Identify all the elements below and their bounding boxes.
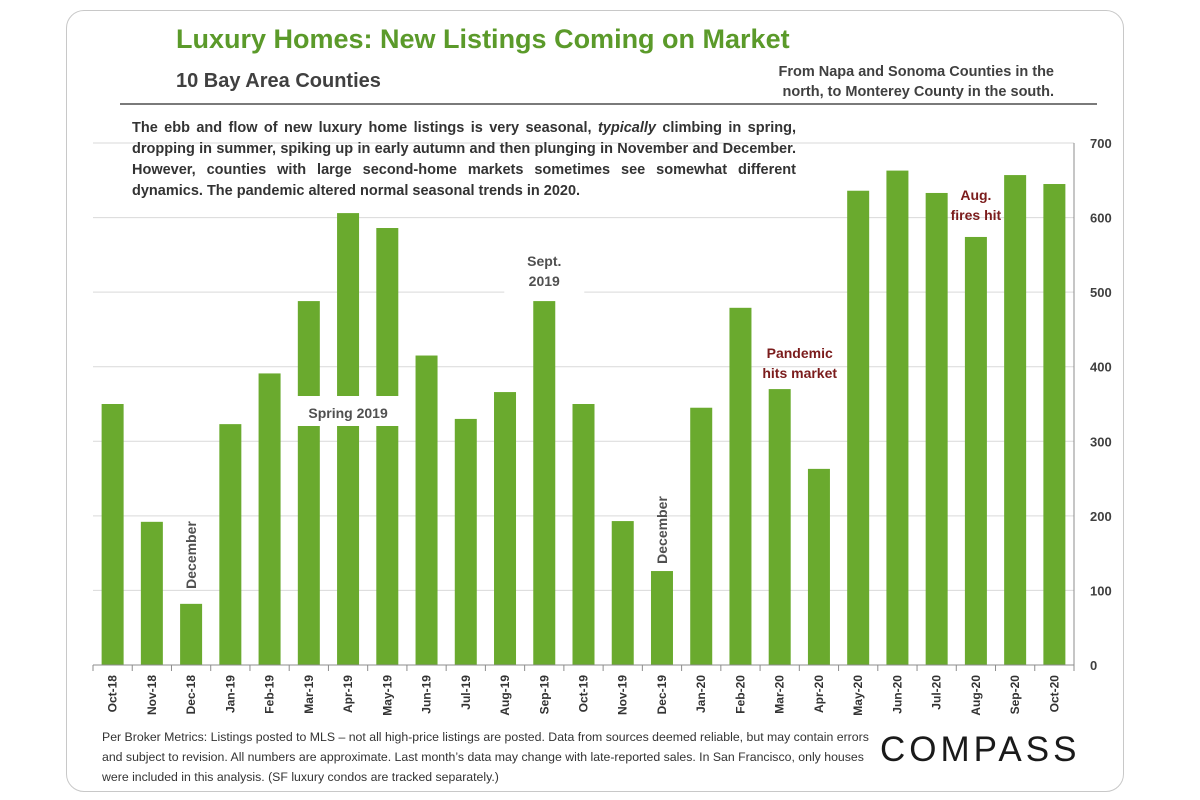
y-tick-label: 700: [1090, 136, 1112, 151]
bar: [925, 192, 948, 665]
x-tick-label: Mar-19: [302, 675, 316, 714]
bar: [494, 392, 517, 665]
x-tick-label: Sep-19: [537, 675, 551, 715]
bar: [454, 418, 477, 665]
description-text-start: The ebb and flow of new luxury home list…: [132, 120, 598, 136]
description-emphasis: typically: [597, 120, 656, 136]
bar: [415, 355, 438, 665]
bar: [1043, 184, 1066, 665]
bar: [847, 190, 870, 665]
x-tick-label: Oct-19: [577, 675, 591, 713]
chart-title: Luxury Homes: New Listings Coming on Mar…: [176, 24, 790, 54]
y-tick-label: 400: [1090, 360, 1112, 375]
x-tick-label: Sep-20: [1008, 675, 1022, 715]
source-footnote: Per Broker Metrics: Listings posted to M…: [102, 730, 869, 784]
bar: [611, 521, 634, 665]
scope-note: From Napa and Sonoma Counties in the nor…: [778, 64, 1054, 100]
annotation-sept-2019: Sept. 2019: [527, 253, 561, 289]
x-tick-label: Jun-20: [890, 675, 904, 714]
annotation-december: December: [183, 521, 199, 589]
x-tick-label: Jun-19: [420, 675, 434, 714]
x-tick-label: Feb-20: [733, 675, 747, 714]
chart-description: The ebb and flow of new luxury home list…: [132, 118, 796, 202]
bar: [650, 571, 673, 665]
x-tick-label: Apr-19: [341, 675, 355, 713]
x-tick-label: Jul-19: [459, 675, 473, 710]
annotation-box: [290, 396, 407, 426]
y-tick-label: 200: [1090, 509, 1112, 524]
x-tick-label: Mar-20: [773, 675, 787, 714]
y-tick-label: 600: [1090, 211, 1112, 226]
chart-card: [66, 10, 1124, 792]
x-tick-label: Nov-19: [616, 675, 630, 715]
bar: [690, 407, 713, 665]
x-tick-label: Feb-19: [263, 675, 277, 714]
y-tick-label: 100: [1090, 583, 1112, 598]
x-tick-label: Jul-20: [930, 675, 944, 710]
compass-logo: COMPASS: [880, 730, 1081, 769]
x-tick-label: Jan-19: [223, 675, 237, 713]
x-tick-label: Aug-19: [498, 675, 512, 716]
bar: [376, 228, 399, 666]
x-tick-label: Oct-20: [1047, 675, 1061, 713]
header-divider: [120, 103, 1097, 105]
x-tick-label: Jan-20: [694, 675, 708, 713]
bar: [258, 373, 281, 665]
bar: [886, 170, 909, 665]
bar: [807, 468, 830, 665]
x-tick-label: Dec-18: [184, 675, 198, 715]
x-tick-label: Dec-19: [655, 675, 669, 715]
bar: [1004, 175, 1027, 665]
chart-subtitle: 10 Bay Area Counties: [176, 70, 381, 92]
x-tick-label: Oct-18: [106, 675, 120, 713]
annotation-pandemic-hits-market: Pandemic hits market: [762, 345, 837, 381]
x-tick-label: Nov-18: [145, 675, 159, 715]
annotation-aug-fires-hit: Aug. fires hit: [951, 187, 1002, 223]
x-tick-label: Aug-20: [969, 675, 983, 716]
bar: [337, 213, 360, 665]
bar: [964, 236, 987, 665]
x-tick-label: Apr-20: [812, 675, 826, 713]
bar: [729, 307, 752, 665]
y-tick-label: 0: [1090, 658, 1097, 673]
x-tick-label: May-20: [851, 675, 865, 716]
description-text-end: climbing in spring, dropping in summer, …: [132, 120, 796, 199]
bar: [180, 603, 203, 665]
annotation-box: [504, 250, 585, 294]
bar: [219, 424, 242, 665]
annotation-december: December: [654, 496, 670, 564]
bar: [768, 389, 791, 665]
bar: [140, 521, 163, 665]
bar: [533, 301, 556, 665]
bar: [297, 301, 320, 665]
bar: [572, 404, 595, 665]
bar: [101, 404, 124, 665]
annotation-spring-2019: Spring 2019: [308, 405, 388, 421]
y-tick-label: 500: [1090, 285, 1112, 300]
y-tick-label: 300: [1090, 434, 1112, 449]
x-tick-label: May-19: [380, 675, 394, 716]
